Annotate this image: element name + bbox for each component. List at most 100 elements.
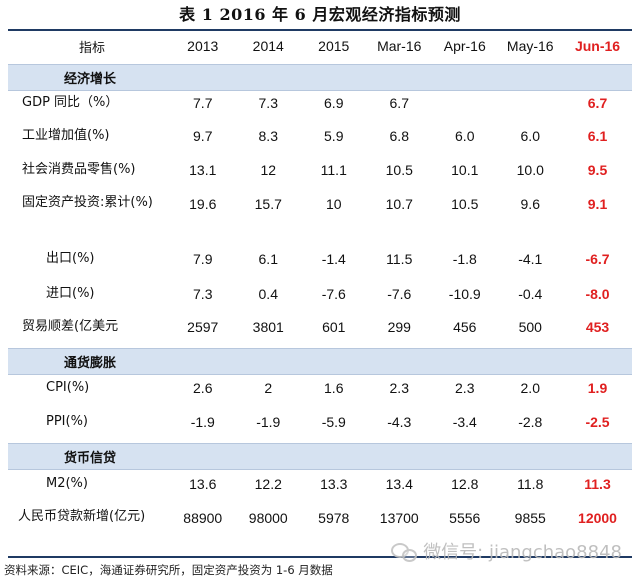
cell: 10.7 [385,196,413,212]
cell: 6.0 [455,127,475,144]
forecast-cell: -2.5 [585,413,610,430]
header-label: 指标 [78,40,105,56]
cell: 6.8 [389,127,409,144]
cell: 456 [453,318,477,335]
cell: 2.6 [193,379,213,396]
bottom-rule [8,556,632,558]
cell: -4.1 [518,250,543,267]
cell: 7.3 [193,285,213,302]
cell: 98000 [248,510,288,526]
cell: -3.4 [452,413,477,430]
header-col-2013: 2013 [187,38,219,54]
row-label: 进口(%) [46,286,95,301]
table-row: 社会消费品零售(%) 13.1 12 11.1 10.5 10.1 10.0 9… [8,153,632,186]
forecast-cell: -6.7 [585,250,610,267]
table-row: 进口(%) 7.3 0.4 -7.6 -7.6 -10.9 -0.4 -8.0 [8,277,632,310]
header-col-may16: May-16 [506,38,554,54]
cell: 10 [325,196,342,212]
cell: -0.4 [518,285,543,302]
cell: -1.4 [321,250,346,267]
table-row: 贸易顺差(亿美元 2597 3801 601 299 456 500 453 [8,310,632,343]
table-row: 出口(%) 7.9 6.1 -1.4 11.5 -1.8 -4.1 -6.7 [8,242,632,275]
cell: 0.4 [258,285,278,302]
header-col-apr16: Apr-16 [443,38,486,54]
cell: 7.3 [258,94,278,111]
forecast-cell: 11.3 [584,475,611,492]
row-label: PPI(%) [46,414,89,429]
source-note: 资料来源：CEIC，海通证券研究所，固定资产投资为 1-6 月数据 [4,563,333,577]
row-label: 工业增加值(%) [22,128,110,143]
cell: 9855 [514,510,546,526]
row-label: CPI(%) [46,380,90,395]
forecast-cell: 6.7 [587,94,608,111]
cell: -1.8 [452,250,477,267]
cell: 8.3 [258,127,278,144]
forecast-cell: 9.5 [587,161,608,178]
header-col-jun16: Jun-16 [574,38,621,54]
cell: 11.5 [386,250,413,267]
cell: 19.6 [189,196,217,212]
section-header-inflation: 通货膨胀 [8,348,632,375]
row-label: GDP 同比（%） [22,95,119,110]
top-rule [8,29,632,31]
row-label: 固定资产投资:累计(%) [22,195,153,210]
cell: 601 [322,318,346,335]
cell: 15.7 [254,196,282,212]
cell: 5978 [318,510,350,526]
cell: 2 [264,379,273,396]
cell: 3801 [252,318,284,335]
section-header-growth: 经济增长 [8,64,632,91]
cell: -7.6 [321,285,346,302]
forecast-cell: 453 [585,318,610,335]
cell: 12.8 [451,475,479,492]
cell: 2.3 [389,379,409,396]
table-row: 工业增加值(%) 9.7 8.3 5.9 6.8 6.0 6.0 6.1 [8,119,632,152]
table-row: GDP 同比（%） 7.7 7.3 6.9 6.7 6.7 [8,86,632,119]
row-label: M2(%) [46,476,88,491]
row-label: 社会消费品零售(%) [22,162,136,177]
watermark-text: 微信号: jiangchao8848 [423,542,622,563]
table-title: 表 1 2016 年 6 月宏观经济指标预测 [179,5,461,24]
cell: 11.8 [517,475,544,492]
forecast-cell: 6.1 [587,127,608,144]
table-row: 人民币贷款新增(亿元) 88900 98000 5978 13700 5556 … [8,504,632,552]
cell: -2.8 [518,413,543,430]
cell: 6.7 [389,94,409,111]
cell: 10.1 [451,161,479,178]
cell: 6.9 [324,94,344,111]
cell: 500 [518,318,542,335]
forecast-cell: 12000 [578,510,617,526]
cell: 7.7 [193,94,213,111]
table-row: CPI(%) 2.6 2 1.6 2.3 2.3 2.0 1.9 [8,371,632,404]
cell: 7.9 [193,250,213,267]
cell: -10.9 [448,285,481,302]
header-col-2014: 2014 [252,38,284,54]
cell: 9.7 [193,127,213,144]
cell: 13.6 [189,475,217,492]
table-row: M2(%) 13.6 12.2 13.3 13.4 12.8 11.8 11.3 [8,467,632,500]
cell: 2.3 [455,379,475,396]
cell: 6.1 [258,250,278,267]
cell: 13.3 [320,475,348,492]
wechat-watermark: 微信号: jiangchao8848 [391,539,622,563]
cell: 13700 [379,510,419,526]
cell: 9.6 [520,196,540,212]
cell: 88900 [183,510,223,526]
cell: 11.1 [320,161,347,178]
table-header-row: 指标 2013 2014 2015 Mar-16 Apr-16 May-16 J… [8,31,632,61]
row-label: 人民币贷款新增(亿元) [18,509,146,524]
row-label: 贸易顺差(亿美元 [22,319,119,334]
header-col-mar16: Mar-16 [377,38,422,54]
forecast-cell: 9.1 [587,196,608,212]
forecast-cell: -8.0 [585,285,610,302]
cell: 10.0 [516,161,544,178]
cell: 10.5 [451,196,479,212]
cell: 5.9 [324,127,344,144]
cell: 6.0 [520,127,540,144]
cell: -5.9 [321,413,346,430]
cell: 12 [260,161,277,178]
cell: -4.3 [387,413,412,430]
forecast-cell: 1.9 [587,379,608,396]
wechat-icon [391,541,418,562]
cell: -1.9 [190,413,215,430]
